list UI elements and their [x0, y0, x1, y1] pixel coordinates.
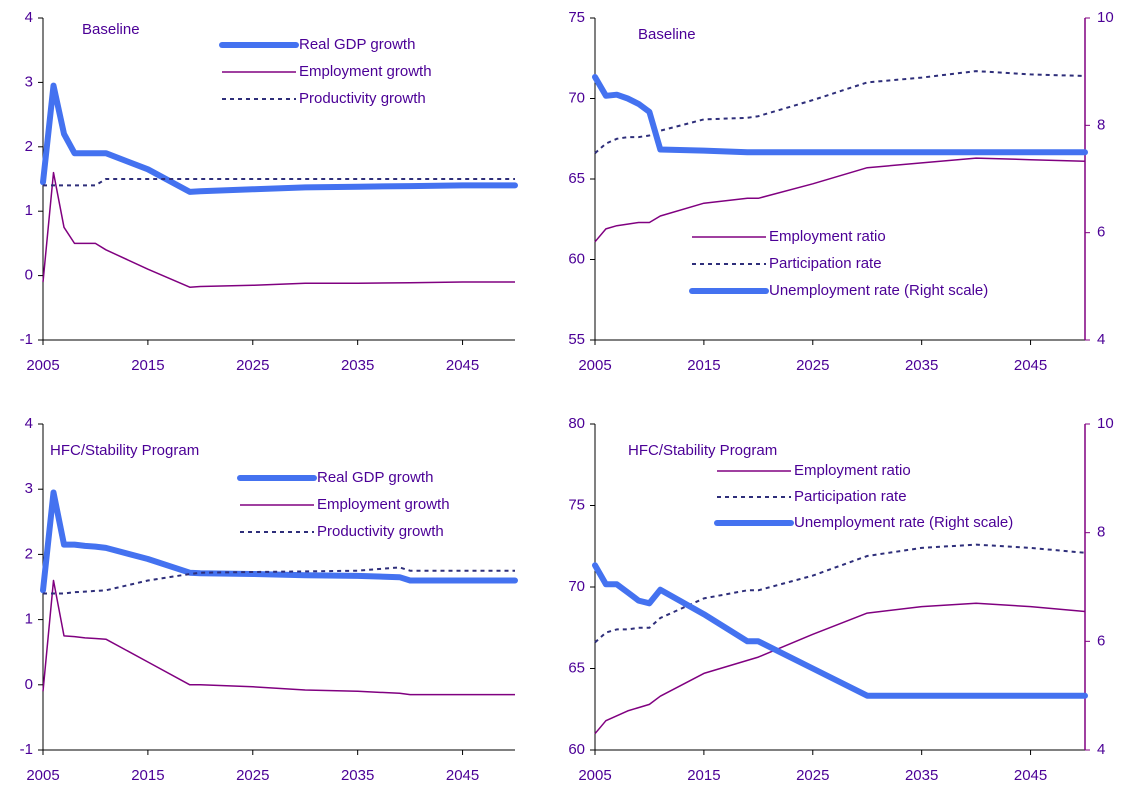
- series-line: [594, 157, 1086, 243]
- x-tick-label: 2015: [131, 357, 164, 374]
- y2-tick-label: 8: [1097, 524, 1105, 541]
- series-line: [594, 602, 1086, 735]
- annotation: Baseline: [638, 26, 696, 43]
- x-tick-label: 2025: [236, 357, 269, 374]
- y-tick-label: 4: [25, 415, 33, 432]
- x-tick-label: 2035: [905, 357, 938, 374]
- legend-label: Unemployment rate (Right scale): [794, 514, 1013, 531]
- y-tick-label: 2: [25, 138, 33, 155]
- y-tick-label: 60: [568, 250, 585, 267]
- legend-label: Productivity growth: [299, 90, 426, 107]
- x-tick-label: 2025: [236, 767, 269, 784]
- series-line: [43, 566, 515, 595]
- legend-label: Employment ratio: [769, 228, 886, 245]
- y-tick-label: 70: [568, 578, 585, 595]
- x-tick-label: 2045: [1014, 357, 1047, 374]
- y2-tick-label: 6: [1097, 224, 1105, 241]
- series-line: [42, 171, 515, 288]
- y-tick-label: 70: [568, 89, 585, 106]
- annotation: HFC/Stability Program: [628, 442, 777, 459]
- y2-tick-label: 4: [1097, 741, 1105, 758]
- series-line: [40, 489, 518, 594]
- series-line: [592, 562, 1088, 699]
- series-line: [42, 579, 515, 696]
- y-tick-label: 75: [568, 9, 585, 26]
- y-tick-label: 4: [25, 9, 33, 26]
- x-tick-label: 2045: [1014, 767, 1047, 784]
- y2-tick-label: 6: [1097, 632, 1105, 649]
- legend-label: Productivity growth: [317, 523, 444, 540]
- legend-label: Employment growth: [299, 63, 432, 80]
- legend-label: Real GDP growth: [299, 36, 415, 53]
- y2-tick-label: 10: [1097, 415, 1114, 432]
- y-tick-label: 0: [25, 267, 33, 284]
- y2-tick-label: 8: [1097, 116, 1105, 133]
- y-tick-label: 75: [568, 496, 585, 513]
- y-tick-label: 3: [25, 73, 33, 90]
- x-tick-label: 2005: [26, 767, 59, 784]
- y-tick-label: 1: [25, 611, 33, 628]
- annotation: Baseline: [82, 21, 140, 38]
- series-line: [40, 82, 518, 195]
- x-tick-label: 2035: [905, 767, 938, 784]
- y2-tick-label: 10: [1097, 9, 1114, 26]
- series-line: [592, 74, 1088, 156]
- x-tick-label: 2035: [341, 357, 374, 374]
- legend-label: Participation rate: [794, 488, 907, 505]
- legend-label: Employment growth: [317, 496, 450, 513]
- legend-label: Employment ratio: [794, 462, 911, 479]
- x-tick-label: 2005: [578, 767, 611, 784]
- y-tick-label: 2: [25, 545, 33, 562]
- y-tick-label: -1: [20, 331, 33, 348]
- x-tick-label: 2015: [687, 767, 720, 784]
- x-tick-label: 2005: [578, 357, 611, 374]
- x-tick-label: 2045: [446, 357, 479, 374]
- x-tick-label: 2015: [687, 357, 720, 374]
- x-tick-label: 2035: [341, 767, 374, 784]
- y-tick-label: 65: [568, 170, 585, 187]
- x-tick-label: 2015: [131, 767, 164, 784]
- y-tick-label: 1: [25, 202, 33, 219]
- y-tick-label: 3: [25, 480, 33, 497]
- x-tick-label: 2045: [446, 767, 479, 784]
- y-tick-label: 80: [568, 415, 585, 432]
- legend-label: Participation rate: [769, 255, 882, 272]
- legend-label: Unemployment rate (Right scale): [769, 282, 988, 299]
- x-tick-label: 2025: [796, 767, 829, 784]
- series-line: [594, 70, 1086, 154]
- series-line: [43, 178, 515, 187]
- y-tick-label: 60: [568, 741, 585, 758]
- y2-tick-label: 4: [1097, 331, 1105, 348]
- legend-label: Real GDP growth: [317, 469, 433, 486]
- annotation: HFC/Stability Program: [50, 442, 199, 459]
- y-tick-label: 55: [568, 331, 585, 348]
- y-tick-label: -1: [20, 741, 33, 758]
- y-tick-label: 65: [568, 659, 585, 676]
- x-tick-label: 2025: [796, 357, 829, 374]
- y-tick-label: 0: [25, 676, 33, 693]
- x-tick-label: 2005: [26, 357, 59, 374]
